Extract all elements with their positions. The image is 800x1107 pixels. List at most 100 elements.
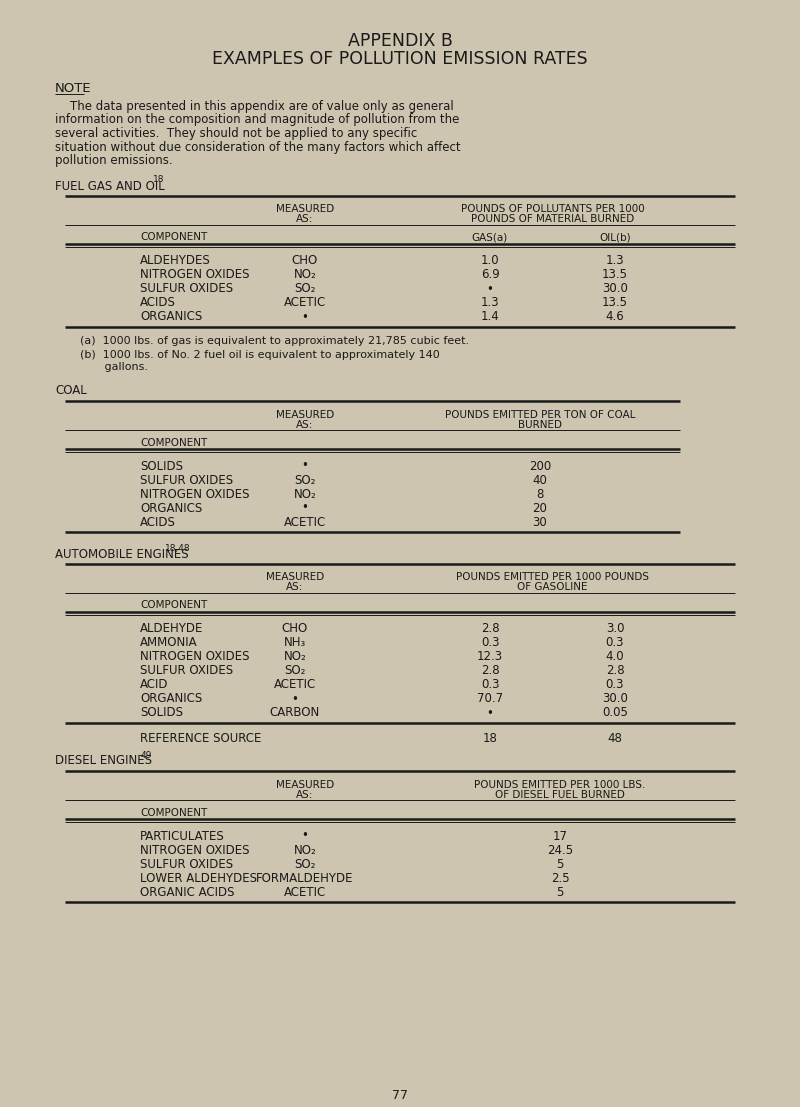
Text: 2.8: 2.8	[606, 664, 624, 677]
Text: 0.3: 0.3	[481, 679, 499, 692]
Text: SO₂: SO₂	[294, 282, 316, 296]
Text: 13.5: 13.5	[602, 269, 628, 281]
Text: CARBON: CARBON	[270, 706, 320, 720]
Text: AUTOMOBILE ENGINES: AUTOMOBILE ENGINES	[55, 548, 189, 560]
Text: ACETIC: ACETIC	[284, 886, 326, 899]
Text: situation without due consideration of the many factors which affect: situation without due consideration of t…	[55, 141, 461, 154]
Text: CHO: CHO	[292, 255, 318, 268]
Text: POUNDS OF POLLUTANTS PER 1000: POUNDS OF POLLUTANTS PER 1000	[461, 205, 644, 215]
Text: 4.6: 4.6	[606, 310, 624, 323]
Text: 77: 77	[392, 1089, 408, 1101]
Text: 49: 49	[141, 751, 152, 759]
Text: NO₂: NO₂	[294, 269, 316, 281]
Text: POUNDS EMITTED PER 1000 LBS.: POUNDS EMITTED PER 1000 LBS.	[474, 779, 646, 789]
Text: AS:: AS:	[286, 582, 304, 592]
Text: 17: 17	[553, 829, 567, 842]
Text: •: •	[302, 310, 309, 323]
Text: •: •	[486, 282, 494, 296]
Text: 8: 8	[536, 487, 544, 500]
Text: AS:: AS:	[296, 420, 314, 430]
Text: POUNDS EMITTED PER 1000 POUNDS: POUNDS EMITTED PER 1000 POUNDS	[456, 572, 649, 582]
Text: NITROGEN OXIDES: NITROGEN OXIDES	[140, 487, 250, 500]
Text: COMPONENT: COMPONENT	[140, 232, 207, 242]
Text: 6.9: 6.9	[481, 269, 499, 281]
Text: ALDEHYDES: ALDEHYDES	[140, 255, 210, 268]
Text: NO₂: NO₂	[294, 844, 316, 857]
Text: 0.3: 0.3	[606, 637, 624, 650]
Text: •: •	[486, 706, 494, 720]
Text: 40: 40	[533, 474, 547, 486]
Text: 13.5: 13.5	[602, 297, 628, 310]
Text: NOTE: NOTE	[55, 82, 92, 95]
Text: MEASURED: MEASURED	[266, 572, 324, 582]
Text: ORGANIC ACIDS: ORGANIC ACIDS	[140, 886, 234, 899]
Text: •: •	[302, 501, 309, 515]
Text: 0.05: 0.05	[602, 706, 628, 720]
Text: NO₂: NO₂	[294, 487, 316, 500]
Text: 1.4: 1.4	[481, 310, 499, 323]
Text: 30.0: 30.0	[602, 693, 628, 705]
Text: ORGANICS: ORGANICS	[140, 501, 202, 515]
Text: 4.0: 4.0	[606, 651, 624, 663]
Text: GAS(a): GAS(a)	[472, 232, 508, 242]
Text: NO₂: NO₂	[284, 651, 306, 663]
Text: SULFUR OXIDES: SULFUR OXIDES	[140, 858, 233, 870]
Text: •: •	[302, 459, 309, 473]
Text: COMPONENT: COMPONENT	[140, 600, 207, 610]
Text: SULFUR OXIDES: SULFUR OXIDES	[140, 282, 233, 296]
Text: 0.3: 0.3	[606, 679, 624, 692]
Text: several activities.  They should not be applied to any specific: several activities. They should not be a…	[55, 127, 418, 139]
Text: (b)  1000 lbs. of No. 2 fuel oil is equivalent to approximately 140: (b) 1000 lbs. of No. 2 fuel oil is equiv…	[80, 350, 440, 360]
Text: 5: 5	[556, 886, 564, 899]
Text: ORGANICS: ORGANICS	[140, 310, 202, 323]
Text: NITROGEN OXIDES: NITROGEN OXIDES	[140, 651, 250, 663]
Text: 200: 200	[529, 459, 551, 473]
Text: gallons.: gallons.	[80, 362, 148, 372]
Text: SOLIDS: SOLIDS	[140, 459, 183, 473]
Text: MEASURED: MEASURED	[276, 410, 334, 420]
Text: •: •	[291, 693, 298, 705]
Text: NITROGEN OXIDES: NITROGEN OXIDES	[140, 844, 250, 857]
Text: OF GASOLINE: OF GASOLINE	[518, 582, 588, 592]
Text: CHO: CHO	[282, 622, 308, 635]
Text: ACIDS: ACIDS	[140, 516, 176, 528]
Text: COMPONENT: COMPONENT	[140, 807, 207, 817]
Text: 5: 5	[556, 858, 564, 870]
Text: SOLIDS: SOLIDS	[140, 706, 183, 720]
Text: OF DIESEL FUEL BURNED: OF DIESEL FUEL BURNED	[495, 789, 625, 799]
Text: 20: 20	[533, 501, 547, 515]
Text: NITROGEN OXIDES: NITROGEN OXIDES	[140, 269, 250, 281]
Text: ALDEHYDE: ALDEHYDE	[140, 622, 203, 635]
Text: SULFUR OXIDES: SULFUR OXIDES	[140, 474, 233, 486]
Text: 1.3: 1.3	[606, 255, 624, 268]
Text: POUNDS OF MATERIAL BURNED: POUNDS OF MATERIAL BURNED	[471, 215, 634, 225]
Text: OIL(b): OIL(b)	[599, 232, 631, 242]
Text: ACETIC: ACETIC	[284, 516, 326, 528]
Text: 18: 18	[482, 733, 498, 745]
Text: LOWER ALDEHYDES: LOWER ALDEHYDES	[140, 871, 257, 884]
Text: AMMONIA: AMMONIA	[140, 637, 198, 650]
Text: SO₂: SO₂	[294, 474, 316, 486]
Text: •: •	[302, 829, 309, 842]
Text: ACETIC: ACETIC	[274, 679, 316, 692]
Text: MEASURED: MEASURED	[276, 779, 334, 789]
Text: PARTICULATES: PARTICULATES	[140, 829, 225, 842]
Text: 18: 18	[153, 176, 164, 185]
Text: NH₃: NH₃	[284, 637, 306, 650]
Text: EXAMPLES OF POLLUTION EMISSION RATES: EXAMPLES OF POLLUTION EMISSION RATES	[212, 50, 588, 68]
Text: APPENDIX B: APPENDIX B	[347, 32, 453, 50]
Text: SO₂: SO₂	[294, 858, 316, 870]
Text: 2.5: 2.5	[550, 871, 570, 884]
Text: pollution emissions.: pollution emissions.	[55, 154, 173, 167]
Text: 24.5: 24.5	[547, 844, 573, 857]
Text: AS:: AS:	[296, 215, 314, 225]
Text: 0.3: 0.3	[481, 637, 499, 650]
Text: information on the composition and magnitude of pollution from the: information on the composition and magni…	[55, 114, 459, 126]
Text: AS:: AS:	[296, 789, 314, 799]
Text: MEASURED: MEASURED	[276, 205, 334, 215]
Text: ACIDS: ACIDS	[140, 297, 176, 310]
Text: 70.7: 70.7	[477, 693, 503, 705]
Text: 18,48: 18,48	[165, 544, 190, 552]
Text: 1.3: 1.3	[481, 297, 499, 310]
Text: 2.8: 2.8	[481, 622, 499, 635]
